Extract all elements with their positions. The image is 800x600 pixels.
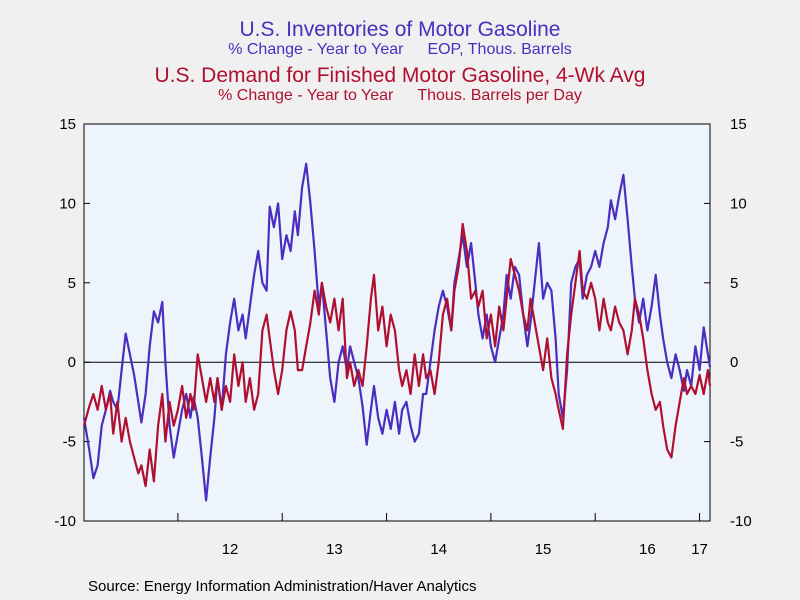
y-tick-label-right: 15 [730,116,747,133]
demand-series-line [82,222,712,488]
y-tick-label-left: 0 [68,354,76,371]
y-tick-label-right: -5 [730,434,743,451]
x-tick-label: 15 [535,541,552,558]
y-tick-label-left: -10 [54,513,76,530]
demand-subtitle-right: Thous. Barrels per Day [417,87,582,104]
x-tick-label: 16 [639,541,656,558]
inventory-title: U.S. Inventories of Motor Gasoline [239,18,561,41]
y-tick-label-left: 15 [59,116,76,133]
source-note: Source: Energy Information Administratio… [88,578,477,595]
inventory-subtitle-left: % Change - Year to Year [228,41,404,58]
demand-subtitle: % Change - Year to Year Thous. Barrels pe… [0,87,800,105]
y-tick-label-right: -10 [730,513,752,530]
x-tick-label: 13 [326,541,343,558]
demand-subtitle-left: % Change - Year to Year [218,87,394,104]
x-tick-label: 12 [222,541,239,558]
y-tick-label-right: 5 [730,275,738,292]
y-tick-label-left: 5 [68,275,76,292]
x-tick-label: 14 [430,541,447,558]
y-tick-label-right: 10 [730,195,747,212]
x-tick-label: 17 [691,541,708,558]
inventory-series-line [82,162,712,502]
demand-title: U.S. Demand for Finished Motor Gasoline,… [154,64,646,87]
y-tick-label-right: 0 [730,354,738,371]
y-tick-label-left: 10 [59,195,76,212]
y-tick-label-left: -5 [63,434,76,451]
inventory-subtitle: % Change - Year to Year EOP, Thous. Barre… [0,41,800,59]
plot-area [83,123,711,522]
inventory-subtitle-right: EOP, Thous. Barrels [427,41,572,58]
